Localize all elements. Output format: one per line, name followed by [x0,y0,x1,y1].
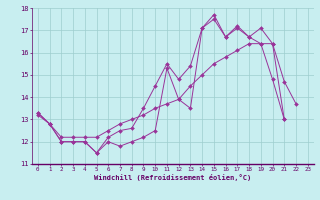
X-axis label: Windchill (Refroidissement éolien,°C): Windchill (Refroidissement éolien,°C) [94,174,252,181]
